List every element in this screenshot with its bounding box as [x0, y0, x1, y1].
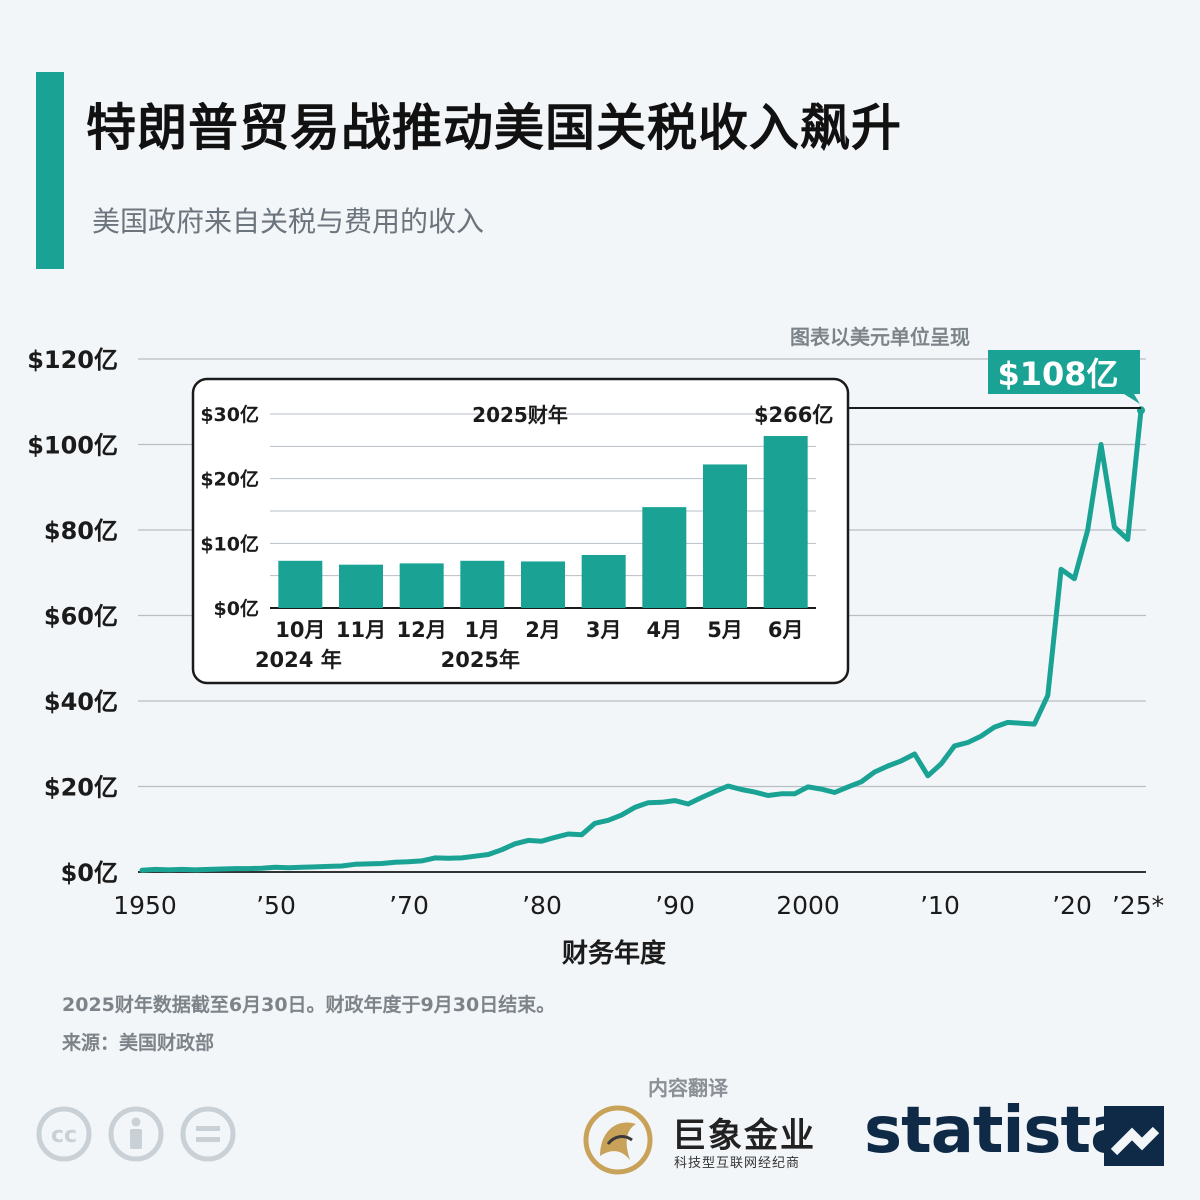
y-tick-label: $40亿: [44, 688, 118, 716]
x-axis-title: 财务年度: [562, 938, 666, 969]
inset-value-label: $266亿: [754, 403, 833, 427]
inset-x-tick-label: 10月: [275, 618, 325, 642]
inset-bar: [521, 561, 565, 608]
inset-x-tick-label: 4月: [647, 618, 683, 642]
y-tick-label: $20亿: [44, 774, 118, 802]
inset-x-tick-label: 6月: [768, 618, 804, 642]
inset-x-sublabel: 2024 年: [255, 648, 342, 672]
page-subtitle: 美国政府来自关税与费用的收入: [92, 205, 485, 238]
inset-bar: [581, 554, 626, 608]
tariff-revenue-chart: 图表以美元单位呈现 $0亿 $20亿 $40亿 $60亿 $80亿 $100亿 $120亿 19…: [27, 325, 1164, 969]
svg-text:cc: cc: [51, 1123, 77, 1148]
translator-brand-tagline: 科技型互联网经纪商: [674, 1156, 801, 1171]
inset-bar: [763, 435, 808, 608]
x-tick-label: ’90: [655, 891, 695, 920]
title-accent-bar: [36, 72, 64, 269]
elephant-logo-icon: [578, 1100, 662, 1188]
inset-y-tick-label: $10亿: [200, 532, 259, 555]
y-tick-label: $120亿: [27, 346, 118, 374]
y-tick-label: $80亿: [44, 517, 118, 545]
inset-x-tick-label: 11月: [336, 618, 386, 642]
inset-bar: [278, 560, 323, 608]
inset-bar: [460, 560, 505, 608]
inset-y-tick-label: $0亿: [214, 597, 259, 620]
inset-bar: [642, 507, 687, 608]
y-tick-label: $60亿: [44, 603, 118, 631]
y-tick-label: $0亿: [61, 859, 118, 887]
x-tick-label: ’50: [256, 891, 296, 920]
x-tick-label: ’10: [920, 891, 960, 920]
statista-wordmark[interactable]: statista: [864, 1094, 1133, 1168]
inset-bar: [703, 464, 747, 608]
y-tick-label: $100亿: [27, 432, 118, 460]
callout-value: $108亿: [997, 355, 1118, 393]
attribution-icon: [108, 1106, 164, 1162]
no-derivatives-icon: [180, 1106, 236, 1162]
inset-y-tick-label: $20亿: [200, 468, 259, 491]
x-tick-label: ’70: [389, 891, 429, 920]
inset-x-tick-label: 2月: [525, 618, 561, 642]
data-note: 2025财年数据截至6月30日。财政年度于9月30日结束。: [62, 994, 556, 1016]
cc-icon: cc: [36, 1106, 92, 1162]
inset-x-tick-label: 5月: [707, 618, 743, 642]
source-note: 来源：美国财政部: [62, 1032, 215, 1054]
x-tick-label: ’20: [1052, 891, 1092, 920]
translator-brand-name: 巨象金业: [672, 1116, 816, 1156]
inset-y-tick-label: $30亿: [200, 403, 259, 426]
inset-x-sublabel: 2025年: [441, 648, 520, 672]
tariff-revenue-line: [139, 407, 1144, 873]
page-title: 特朗普贸易战推动美国关税收入飙升: [86, 99, 902, 157]
x-tick-label: ’80: [522, 891, 562, 920]
translation-label: 内容翻译: [648, 1076, 728, 1100]
callout-box: [988, 350, 1140, 404]
x-tick-label: 1950: [113, 891, 177, 920]
inset-bar: [339, 564, 383, 608]
unit-note: 图表以美元单位呈现: [790, 325, 970, 349]
statista-logo-icon: [1104, 1106, 1164, 1170]
license-icons: cc: [36, 1106, 246, 1166]
inset-x-tick-label: 3月: [586, 618, 622, 642]
x-tick-label: ’25*: [1112, 891, 1164, 920]
inset-title: 2025财年: [472, 403, 568, 427]
x-tick-label: 2000: [776, 891, 840, 920]
inset-bar: [399, 563, 444, 608]
inset-x-tick-label: 1月: [465, 618, 501, 642]
inset-x-tick-label: 12月: [397, 618, 447, 642]
